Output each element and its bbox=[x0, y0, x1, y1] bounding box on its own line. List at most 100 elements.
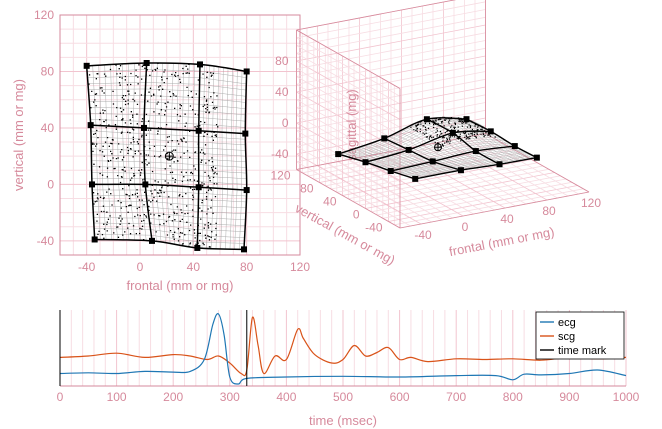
grid-line bbox=[474, 135, 579, 195]
mesh-line bbox=[434, 117, 508, 164]
mesh-line bbox=[91, 172, 247, 179]
mesh-line bbox=[133, 63, 141, 241]
control-curve-row bbox=[337, 117, 467, 155]
control-curve-row bbox=[390, 145, 515, 172]
grid-line bbox=[464, 137, 569, 197]
mesh-line bbox=[430, 118, 504, 164]
x-tick-label: 100 bbox=[107, 390, 127, 404]
mesh-line bbox=[187, 64, 190, 247]
x-tick-label: 0 bbox=[57, 390, 64, 404]
mesh-line bbox=[138, 63, 147, 241]
legend-label: scg bbox=[558, 331, 575, 343]
z-tick-label: 40 bbox=[275, 85, 289, 99]
control-point bbox=[87, 122, 94, 129]
z-tick-label: 80 bbox=[275, 54, 289, 68]
control-point bbox=[496, 161, 503, 168]
mesh-line bbox=[356, 149, 434, 176]
mesh-line bbox=[442, 116, 515, 162]
z-tick-label: -40 bbox=[271, 147, 289, 161]
control-point bbox=[335, 151, 342, 158]
mesh-line bbox=[149, 63, 157, 242]
control-point bbox=[89, 181, 95, 188]
control-point bbox=[405, 146, 412, 153]
control-point bbox=[487, 128, 494, 135]
x-tick-label: 0 bbox=[462, 220, 469, 234]
mesh-line bbox=[418, 121, 492, 166]
grid-line bbox=[296, 52, 401, 113]
mesh-line bbox=[458, 117, 530, 160]
control-curve-row bbox=[365, 130, 491, 163]
control-point bbox=[472, 148, 479, 155]
y-tick-label: 0 bbox=[353, 208, 360, 222]
mesh-line bbox=[229, 69, 233, 249]
control-point bbox=[143, 60, 150, 66]
control-curve-col bbox=[196, 64, 201, 248]
control-curve-row bbox=[91, 183, 247, 191]
x-tick-label: 120 bbox=[581, 196, 601, 210]
control-point bbox=[241, 246, 247, 253]
control-point bbox=[142, 181, 149, 188]
center-marker-cross bbox=[434, 143, 442, 151]
y-tick-label: 120 bbox=[270, 169, 290, 183]
control-curve-col bbox=[338, 153, 416, 180]
mesh-line bbox=[347, 151, 425, 178]
control-curve-row bbox=[94, 238, 245, 251]
x-tick-label: 900 bbox=[559, 390, 579, 404]
mesh-line bbox=[176, 63, 180, 246]
mesh-line bbox=[379, 140, 457, 172]
mesh-line bbox=[182, 63, 185, 246]
z-tick-label: 0 bbox=[282, 116, 289, 130]
mesh-line bbox=[342, 152, 420, 179]
control-point bbox=[381, 135, 388, 142]
box-edge bbox=[399, 191, 590, 229]
legend-label: time mark bbox=[558, 345, 607, 357]
x-tick-label: 300 bbox=[220, 390, 240, 404]
mesh-line bbox=[104, 64, 113, 240]
mesh-line bbox=[225, 68, 229, 249]
x-tick-label: 40 bbox=[500, 212, 514, 226]
mesh-line bbox=[397, 131, 473, 169]
control-point bbox=[463, 116, 470, 123]
x-tick-label: 0 bbox=[137, 260, 144, 274]
y-tick-label: 120 bbox=[34, 8, 54, 22]
control-point bbox=[194, 244, 201, 251]
control-point bbox=[412, 175, 419, 182]
mesh-line bbox=[409, 125, 485, 167]
mesh-line bbox=[438, 117, 511, 163]
control-point bbox=[242, 130, 249, 137]
control-curve-col bbox=[143, 62, 153, 241]
mesh-line bbox=[405, 127, 481, 168]
grid-line bbox=[296, 45, 401, 105]
x-axis-label: time (msec) bbox=[309, 413, 377, 428]
control-point bbox=[197, 61, 203, 68]
mesh-line bbox=[91, 142, 246, 151]
mesh-line bbox=[239, 70, 243, 250]
box-edge bbox=[296, 133, 486, 170]
frontal-vertical-plot: -40 0 40 80 120 -40 0 40 80 120 frontal (mm or mg)… bbox=[11, 8, 310, 293]
mesh-line bbox=[110, 64, 118, 241]
mesh-line bbox=[211, 66, 215, 249]
series-ecg-line bbox=[59, 313, 627, 385]
mesh-line bbox=[422, 120, 496, 165]
control-curve-col bbox=[243, 71, 248, 250]
control-point bbox=[423, 116, 430, 123]
series-scg-line bbox=[59, 316, 627, 377]
box-edge bbox=[296, 0, 457, 31]
y-tick-label: 80 bbox=[300, 182, 314, 196]
mesh-line bbox=[234, 70, 238, 250]
mesh-line bbox=[192, 64, 195, 248]
control-point bbox=[83, 62, 90, 69]
mesh-line bbox=[92, 189, 247, 197]
mesh-line bbox=[171, 63, 175, 245]
x-tick-label: 500 bbox=[333, 390, 353, 404]
control-curve-row bbox=[415, 156, 538, 180]
grid-line bbox=[296, 1, 486, 39]
mesh-line bbox=[206, 65, 210, 249]
y-tick-label: 40 bbox=[41, 121, 55, 135]
control-point bbox=[429, 158, 436, 165]
control-point bbox=[91, 236, 98, 243]
mesh-line bbox=[220, 67, 224, 249]
mesh-line bbox=[91, 160, 247, 168]
